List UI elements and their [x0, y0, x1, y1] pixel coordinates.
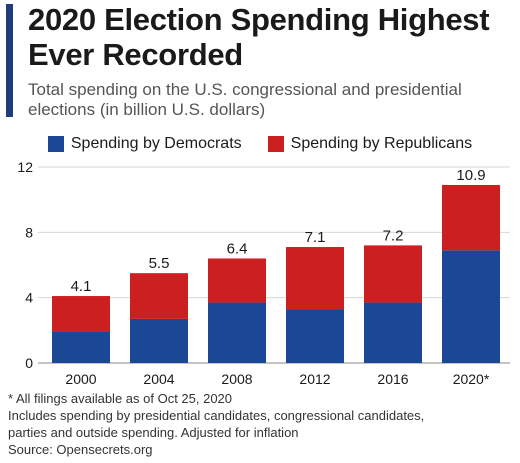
x-tick-label-2008: 2008 [221, 371, 252, 387]
subtitle-line-2: elections (in billion U.S. dollars) [28, 100, 266, 119]
bar-democrats-2012 [286, 309, 344, 363]
bar-republicans-2004 [130, 273, 188, 319]
bar-republicans-2012 [286, 247, 344, 310]
x-tick-label-2016: 2016 [377, 371, 408, 387]
bar-democrats-2004 [130, 318, 188, 363]
chart-subtitle: Total spending on the U.S. congressional… [28, 80, 513, 120]
chart-title: 2020 Election Spending Highest Ever Reco… [28, 2, 518, 72]
footnote-includes-2: parties and outside spending. Adjusted f… [8, 425, 299, 440]
legend-swatch-republicans [267, 136, 284, 152]
bar-democrats-2016 [364, 302, 422, 363]
x-tick-label-2000: 2000 [65, 371, 96, 387]
value-label-2012: 7.1 [305, 229, 326, 246]
y-tick-label-4: 4 [25, 290, 33, 306]
y-tick-label-8: 8 [25, 224, 33, 240]
bar-democrats-2020 [442, 250, 500, 363]
chart-legend: Spending by Democrats Spending by Republ… [0, 135, 520, 153]
value-label-2000: 4.1 [71, 278, 92, 295]
y-tick-label-0: 0 [25, 355, 33, 371]
subtitle-line-1: Total spending on the U.S. congressional… [28, 80, 462, 99]
bar-republicans-2020 [442, 184, 500, 251]
bar-republicans-2016 [364, 245, 422, 303]
value-label-2004: 5.5 [149, 255, 170, 272]
chart-footnote: * All filings available as of Oct 25, 20… [8, 390, 513, 458]
bar-democrats-2008 [208, 302, 266, 363]
value-label-2016: 7.2 [383, 227, 404, 244]
x-tick-label-2012: 2012 [299, 371, 330, 387]
legend-item-democrats: Spending by Democrats [47, 135, 242, 153]
value-label-2020: 10.9 [456, 167, 485, 184]
stacked-bar-chart: 0 4 8 12 4.1 2000 5.5 2004 6.4 2008 7.1 2012 7.2 2016… [17, 159, 510, 387]
bar-democrats-2000 [52, 331, 110, 363]
legend-item-republicans: Spending by Republicans [267, 135, 473, 153]
footnote-source: Source: Opensecrets.org [8, 442, 153, 457]
footnote-includes-1: Includes spending by presidential candid… [8, 408, 425, 423]
footnote-filings: * All filings available as of Oct 25, 20… [8, 391, 233, 406]
bar-republicans-2008 [208, 258, 266, 303]
value-label-2008: 6.4 [227, 240, 248, 257]
y-tick-label-12: 12 [17, 159, 33, 175]
bar-republicans-2000 [52, 296, 110, 332]
accent-bar [6, 4, 13, 117]
x-tick-label-2020: 2020* [453, 371, 490, 387]
legend-label-democrats: Spending by Democrats [70, 135, 242, 152]
title-line-2: Ever Recorded [28, 37, 243, 72]
x-tick-label-2004: 2004 [143, 371, 174, 387]
legend-swatch-democrats [47, 136, 64, 152]
title-line-1: 2020 Election Spending Highest [28, 2, 490, 37]
legend-label-republicans: Spending by Republicans [290, 135, 473, 152]
